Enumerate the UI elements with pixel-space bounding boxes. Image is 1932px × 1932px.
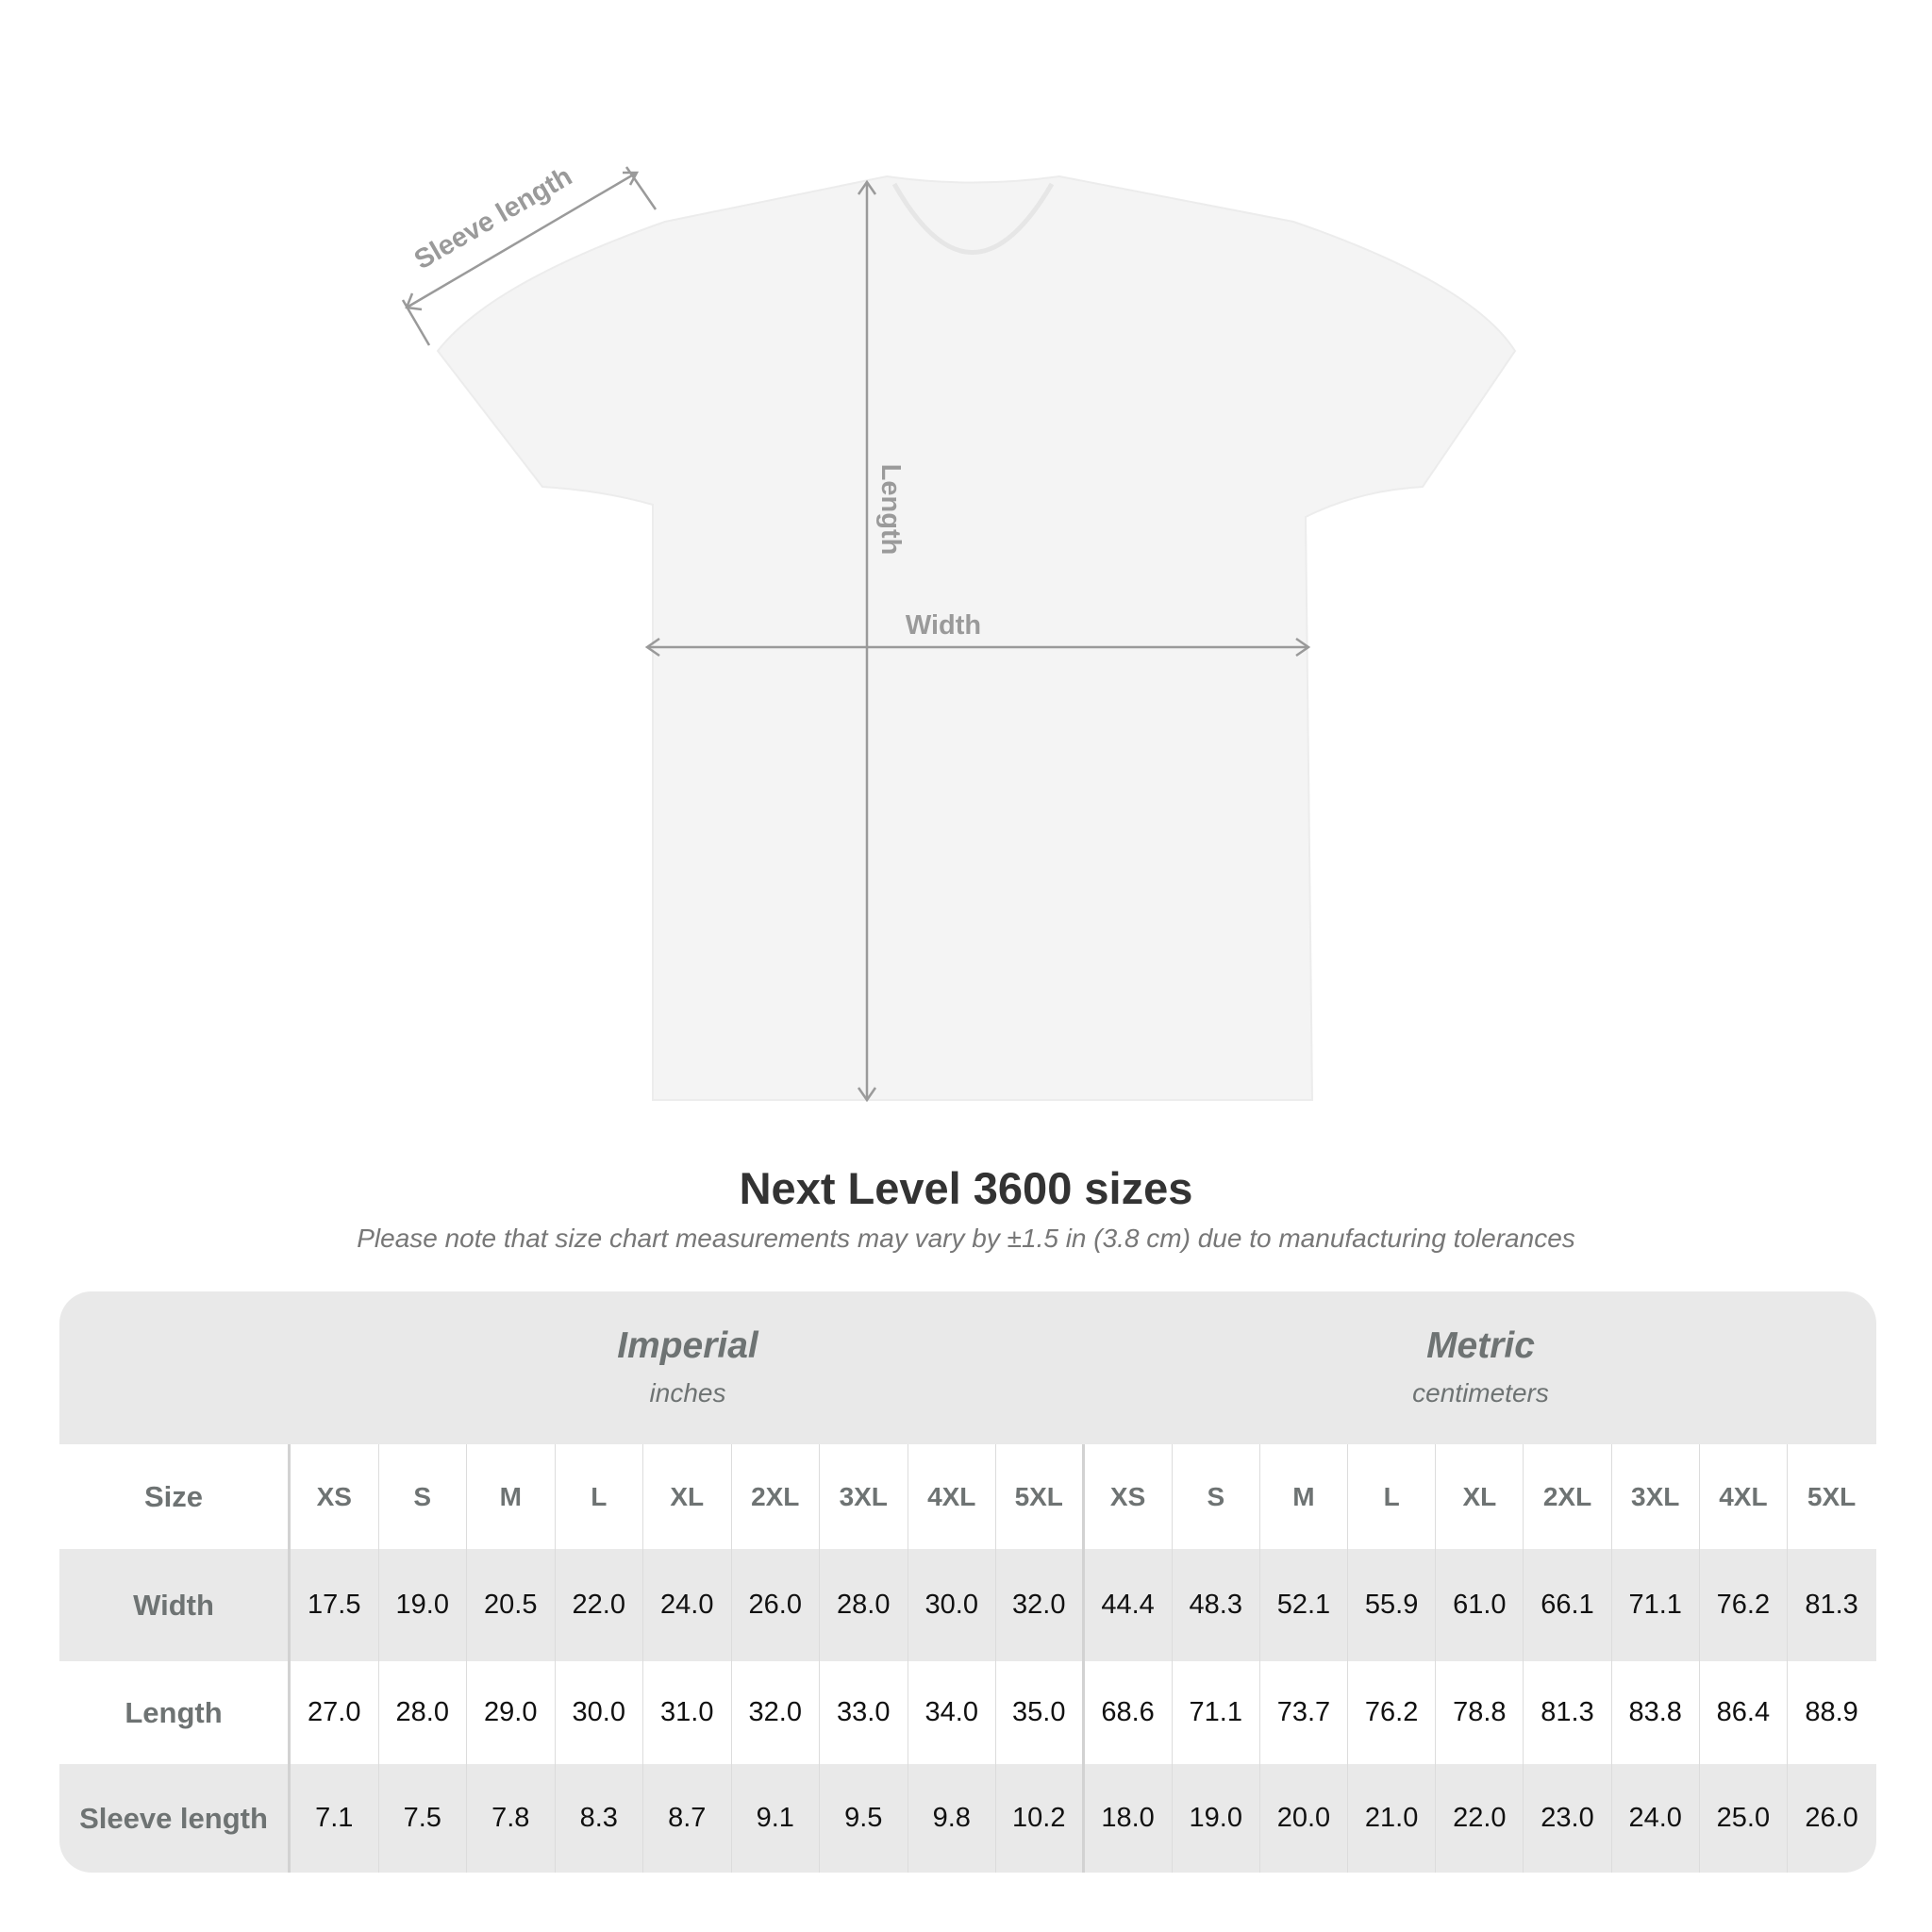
imperial-value: 27.0 (291, 1661, 379, 1764)
imperial-value: 30.0 (908, 1549, 996, 1661)
metric-value: 21.0 (1348, 1764, 1437, 1873)
width-label: Width (906, 610, 981, 641)
imperial-value: 31.0 (643, 1661, 732, 1764)
metric-value: 71.1 (1612, 1549, 1700, 1661)
metric-value: 88.9 (1805, 1697, 1858, 1727)
metric-value: 81.3 (1524, 1661, 1612, 1764)
metric-value: 25.0 (1700, 1764, 1788, 1873)
size-label: Size (59, 1444, 291, 1549)
size-imperial: 3XL (820, 1444, 908, 1549)
imperial-value: 8.7 (643, 1764, 732, 1873)
metric-title: Metric (1426, 1325, 1535, 1366)
metric-value: 78.8 (1436, 1661, 1524, 1764)
imperial-value: 17.5 (291, 1549, 379, 1661)
length-label: Length (875, 464, 906, 556)
metric-value: 68.6 (1085, 1661, 1173, 1764)
imperial-value: 30.0 (556, 1661, 643, 1764)
collar (891, 182, 1055, 255)
size-metric: 2XL (1524, 1444, 1612, 1549)
imperial-value: 19.0 (379, 1549, 467, 1661)
table-row: Length 27.0 28.0 29.0 30.0 31.0 32.0 33.0 34.0 35… (59, 1661, 1876, 1764)
size-metric: XL (1436, 1444, 1524, 1549)
metric-value: 81.3 (1805, 1590, 1858, 1620)
imperial-value: 32.0 (996, 1549, 1085, 1661)
tshirt-diagram: Sleeve length Length Width (401, 161, 1517, 1103)
table-row: Width 17.5 19.0 20.5 22.0 24.0 26.0 28.0 30.0 32.… (59, 1549, 1876, 1661)
tolerance-note: Please note that size chart measurements… (357, 1224, 1575, 1253)
size-metric: M (1260, 1444, 1349, 1549)
size-imperial: XL (643, 1444, 732, 1549)
metric-value: 61.0 (1436, 1549, 1524, 1661)
imperial-value: 9.8 (908, 1764, 996, 1873)
imperial-value: 28.0 (820, 1549, 908, 1661)
imperial-value: 33.0 (820, 1661, 908, 1764)
metric-value: 73.7 (1260, 1661, 1349, 1764)
metric-header: Metric centimeters (1085, 1291, 1876, 1444)
tshirt-image (436, 175, 1517, 1101)
size-imperial: M (467, 1444, 556, 1549)
metric-value: 76.2 (1348, 1661, 1437, 1764)
imperial-header: Imperial inches (291, 1291, 1085, 1444)
imperial-value: 24.0 (643, 1549, 732, 1661)
imperial-value: 8.3 (556, 1764, 643, 1873)
imperial-value: 26.0 (732, 1549, 820, 1661)
metric-value: 55.9 (1348, 1549, 1437, 1661)
size-metric: L (1348, 1444, 1437, 1549)
metric-value: 19.0 (1173, 1764, 1260, 1873)
size-metric: 5XL (1807, 1481, 1857, 1511)
metric-value: 48.3 (1173, 1549, 1260, 1661)
imperial-value: 9.5 (820, 1764, 908, 1873)
metric-value: 23.0 (1524, 1764, 1612, 1873)
sleeve-length-label: Sleeve length (409, 161, 577, 275)
imperial-value: 29.0 (467, 1661, 556, 1764)
metric-value: 71.1 (1173, 1661, 1260, 1764)
size-imperial: 2XL (732, 1444, 820, 1549)
size-imperial: XS (291, 1444, 379, 1549)
imperial-value: 10.2 (996, 1764, 1085, 1873)
metric-value: 24.0 (1612, 1764, 1700, 1873)
imperial-unit: inches (649, 1378, 726, 1407)
row-label: Width (59, 1549, 291, 1661)
metric-value: 20.0 (1260, 1764, 1349, 1873)
metric-value: 22.0 (1436, 1764, 1524, 1873)
size-imperial: 5XL (996, 1444, 1085, 1549)
metric-value: 52.1 (1260, 1549, 1349, 1661)
table-row: Sleeve length 7.1 7.5 7.8 8.3 8.7 9.1 9.5 9.8 10.… (59, 1764, 1876, 1873)
size-metric: 3XL (1612, 1444, 1700, 1549)
page-title: Next Level 3600 sizes (739, 1163, 1193, 1213)
metric-value: 66.1 (1524, 1549, 1612, 1661)
metric-unit: centimeters (1412, 1378, 1549, 1407)
imperial-title: Imperial (617, 1325, 758, 1366)
metric-value: 18.0 (1085, 1764, 1173, 1873)
imperial-value: 7.5 (379, 1764, 467, 1873)
size-metric: S (1173, 1444, 1260, 1549)
imperial-value: 9.1 (732, 1764, 820, 1873)
metric-value: 26.0 (1805, 1803, 1858, 1833)
size-header-row: Size XS S M L XL 2XL 3XL 4XL 5XL XS S M L XL 2XL 3XL 4XL 5… (59, 1444, 1876, 1549)
imperial-value: 34.0 (908, 1661, 996, 1764)
row-label: Sleeve length (59, 1764, 291, 1873)
metric-value: 76.2 (1700, 1549, 1788, 1661)
size-imperial: L (556, 1444, 643, 1549)
imperial-value: 7.8 (467, 1764, 556, 1873)
imperial-value: 35.0 (996, 1661, 1085, 1764)
sleeve-arrow (406, 171, 638, 309)
size-metric: XS (1085, 1444, 1173, 1549)
metric-value: 86.4 (1700, 1661, 1788, 1764)
size-table: Imperial inches Metric centimeters Size X… (59, 1291, 1876, 1873)
row-label: Length (59, 1661, 291, 1764)
imperial-value: 22.0 (556, 1549, 643, 1661)
size-imperial: 4XL (908, 1444, 996, 1549)
metric-value: 83.8 (1612, 1661, 1700, 1764)
size-imperial: S (379, 1444, 467, 1549)
size-metric: 4XL (1700, 1444, 1788, 1549)
metric-value: 44.4 (1085, 1549, 1173, 1661)
imperial-value: 28.0 (379, 1661, 467, 1764)
imperial-value: 32.0 (732, 1661, 820, 1764)
imperial-value: 20.5 (467, 1549, 556, 1661)
imperial-value: 7.1 (291, 1764, 379, 1873)
